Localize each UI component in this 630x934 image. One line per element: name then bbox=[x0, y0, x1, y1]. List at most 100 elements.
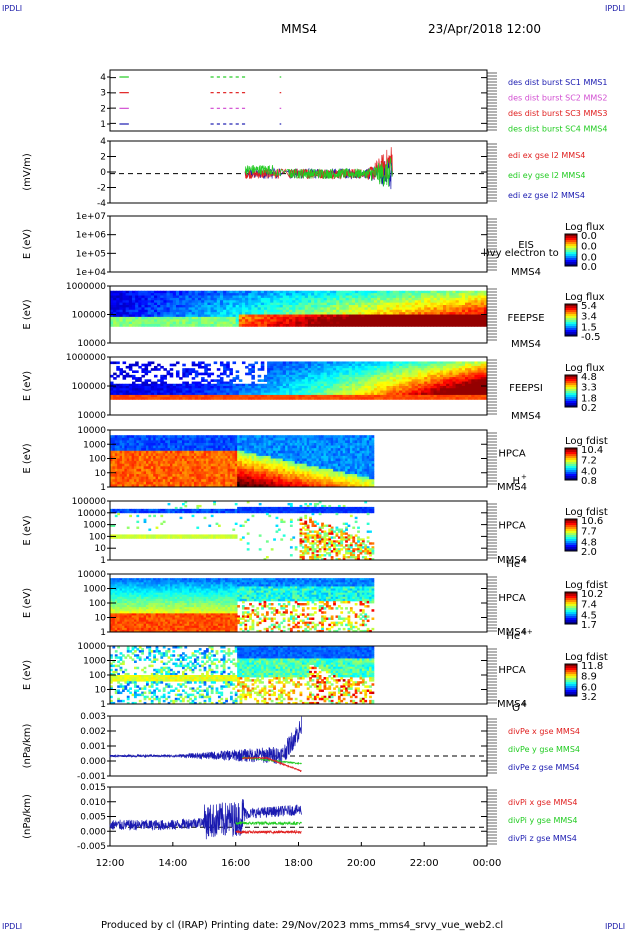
heatmap-cell bbox=[245, 386, 249, 389]
heatmap-cell bbox=[377, 309, 381, 313]
heatmap-cell bbox=[129, 435, 132, 439]
heatmap-cell bbox=[153, 453, 156, 457]
heatmap-cell bbox=[389, 324, 394, 327]
heatmap-cell bbox=[408, 397, 412, 400]
heatmap-cell bbox=[244, 440, 248, 444]
heatmap-cell bbox=[279, 394, 284, 398]
heatmap-cell bbox=[191, 390, 196, 394]
heatmap-cell bbox=[172, 312, 177, 315]
heatmap-cell bbox=[430, 312, 434, 315]
heatmap-cell bbox=[248, 297, 252, 301]
heatmap-cell bbox=[273, 379, 277, 382]
heatmap-cell bbox=[439, 372, 444, 376]
heatmap-cell bbox=[244, 461, 248, 465]
heatmap-cell bbox=[125, 314, 130, 318]
heatmap-cell bbox=[295, 314, 299, 318]
heatmap-cell bbox=[144, 290, 149, 294]
heatmap-cell bbox=[175, 386, 180, 389]
heatmap-cell bbox=[136, 461, 140, 465]
heatmap-cell bbox=[217, 440, 221, 444]
heatmap-cell bbox=[389, 372, 394, 376]
heatmap-cell bbox=[189, 458, 192, 462]
heatmap-cell bbox=[361, 321, 365, 325]
heatmap-cell bbox=[367, 316, 372, 320]
heatmap-cell bbox=[298, 319, 303, 323]
heatmap-cell bbox=[234, 442, 238, 446]
heatmap-cell bbox=[222, 448, 226, 452]
heatmap-cell bbox=[143, 442, 147, 446]
heatmap-cell bbox=[117, 463, 120, 467]
heatmap-cell bbox=[194, 392, 199, 396]
heatmap-cell bbox=[225, 455, 228, 459]
heatmap-cell bbox=[227, 468, 231, 472]
heatmap-cell bbox=[175, 392, 180, 396]
heatmap-cell bbox=[155, 440, 159, 444]
heatmap-cell bbox=[116, 383, 120, 387]
heatmap-cell bbox=[155, 458, 159, 462]
heatmap-cell bbox=[373, 300, 378, 304]
heatmap-cell bbox=[251, 363, 255, 367]
heatmap-cell bbox=[197, 361, 202, 365]
heatmap-cell bbox=[465, 388, 469, 391]
heatmap-cell bbox=[311, 361, 315, 365]
heatmap-cell bbox=[480, 300, 485, 304]
heatmap-cell bbox=[226, 388, 230, 391]
heatmap-cell bbox=[449, 368, 453, 371]
heatmap-cell bbox=[197, 390, 202, 394]
heatmap-cell bbox=[351, 312, 356, 315]
heatmap-cell bbox=[126, 442, 130, 446]
heatmap-cell bbox=[483, 370, 488, 374]
heatmap-cell bbox=[179, 448, 183, 452]
heatmap-cell bbox=[157, 305, 161, 308]
heatmap-cell bbox=[320, 370, 325, 374]
heatmap-cell bbox=[339, 305, 343, 308]
heatmap-cell bbox=[377, 321, 381, 325]
heatmap-cell bbox=[122, 295, 127, 299]
heatmap-cell bbox=[402, 314, 406, 318]
heatmap-cell bbox=[295, 312, 299, 315]
heatmap-cell bbox=[361, 368, 365, 371]
heatmap-cell bbox=[114, 481, 118, 485]
heatmap-cell bbox=[121, 455, 125, 459]
heatmap-cell bbox=[257, 390, 262, 394]
heatmap-cell bbox=[282, 392, 287, 396]
heatmap-cell bbox=[480, 312, 485, 315]
heatmap-cell bbox=[339, 386, 343, 389]
heatmap-cell bbox=[483, 394, 488, 398]
heatmap-cell bbox=[311, 397, 315, 400]
heatmap-cell bbox=[194, 290, 199, 294]
heatmap-cell bbox=[311, 365, 315, 369]
heatmap-cell bbox=[461, 316, 466, 320]
heatmap-cell bbox=[153, 305, 158, 308]
heatmap-cell bbox=[188, 297, 193, 301]
heatmap-cell bbox=[399, 314, 403, 318]
heatmap-cell bbox=[122, 324, 127, 327]
heatmap-cell bbox=[182, 300, 186, 304]
heatmap-cell bbox=[477, 321, 482, 325]
heatmap-cell bbox=[172, 463, 176, 467]
heatmap-cell bbox=[386, 383, 391, 387]
heatmap-cell bbox=[263, 397, 268, 400]
heatmap-cell bbox=[150, 312, 155, 315]
heatmap-cell bbox=[234, 458, 238, 462]
heatmap-cell bbox=[314, 295, 318, 299]
heatmap-cell bbox=[121, 445, 125, 449]
heatmap-cell bbox=[455, 381, 460, 385]
heatmap-cell bbox=[184, 474, 188, 478]
heatmap-cell bbox=[348, 321, 353, 325]
heatmap-cell bbox=[116, 307, 120, 311]
heatmap-cell bbox=[144, 316, 149, 320]
heatmap-cell bbox=[449, 374, 453, 378]
heatmap-cell bbox=[358, 377, 362, 380]
heatmap-cell bbox=[251, 300, 255, 304]
heatmap-cell bbox=[279, 386, 284, 389]
heatmap-cell bbox=[424, 397, 428, 400]
heatmap-cell bbox=[292, 363, 296, 367]
heatmap-cell bbox=[184, 468, 188, 472]
heatmap-cell bbox=[160, 481, 164, 485]
heatmap-cell bbox=[465, 297, 469, 301]
heatmap-cell bbox=[196, 468, 200, 472]
heatmap-cell bbox=[370, 295, 375, 299]
heatmap-cell bbox=[358, 372, 362, 376]
heatmap-cell bbox=[289, 372, 293, 376]
